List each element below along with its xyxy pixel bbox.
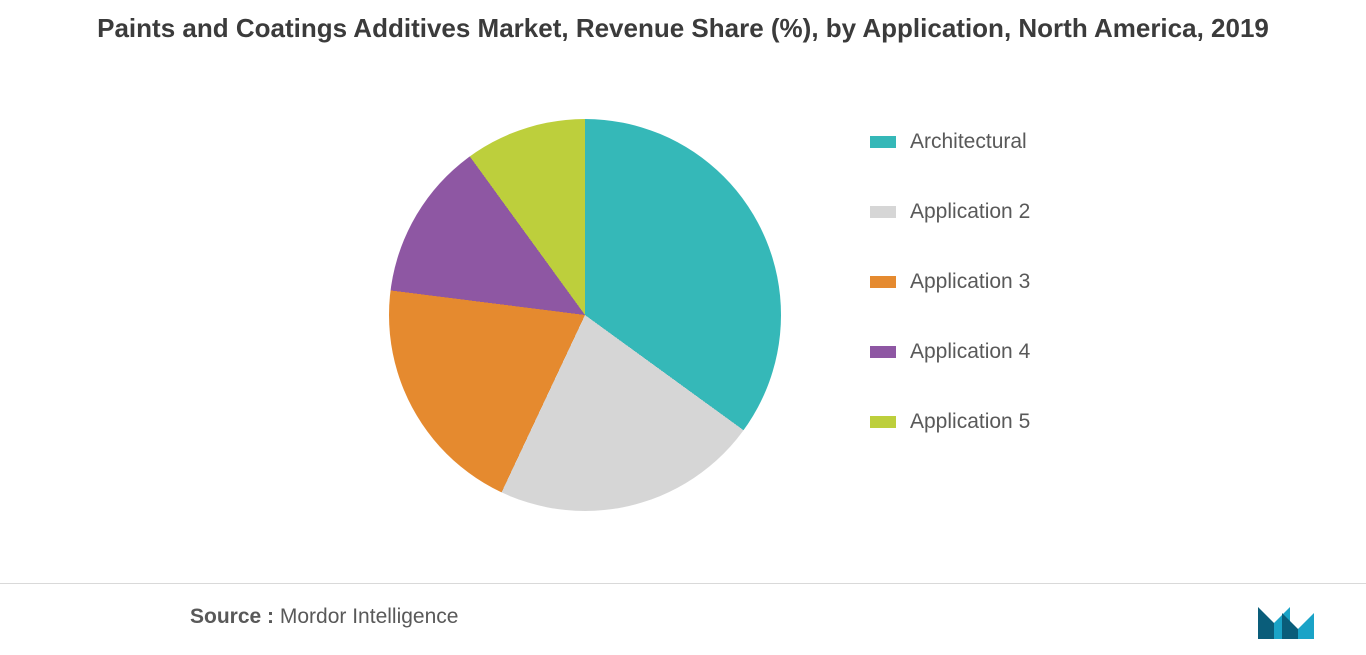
legend-label: Application 2: [910, 200, 1030, 224]
legend-swatch: [870, 276, 896, 288]
source-value: Mordor Intelligence: [280, 605, 459, 628]
legend-item: Application 2: [870, 200, 1030, 224]
legend-item: Application 5: [870, 410, 1030, 434]
chart-area: [0, 105, 1366, 535]
source-text: Source : Mordor Intelligence: [190, 605, 458, 629]
legend-label: Architectural: [910, 130, 1027, 154]
legend-label: Application 3: [910, 270, 1030, 294]
legend-swatch: [870, 416, 896, 428]
chart-title: Paints and Coatings Additives Market, Re…: [0, 12, 1366, 46]
legend-label: Application 4: [910, 340, 1030, 364]
legend: Architectural Application 2 Application 3 A…: [870, 130, 1030, 434]
pie-chart: [389, 119, 781, 511]
logo-icon: [1254, 599, 1318, 641]
legend-swatch: [870, 206, 896, 218]
source-prefix: Source :: [190, 605, 274, 628]
chart-container: Paints and Coatings Additives Market, Re…: [0, 0, 1366, 655]
footer: Source : Mordor Intelligence: [0, 583, 1366, 655]
legend-item: Application 4: [870, 340, 1030, 364]
legend-item: Architectural: [870, 130, 1030, 154]
legend-swatch: [870, 346, 896, 358]
legend-label: Application 5: [910, 410, 1030, 434]
legend-item: Application 3: [870, 270, 1030, 294]
footer-divider: [0, 583, 1366, 584]
legend-swatch: [870, 136, 896, 148]
